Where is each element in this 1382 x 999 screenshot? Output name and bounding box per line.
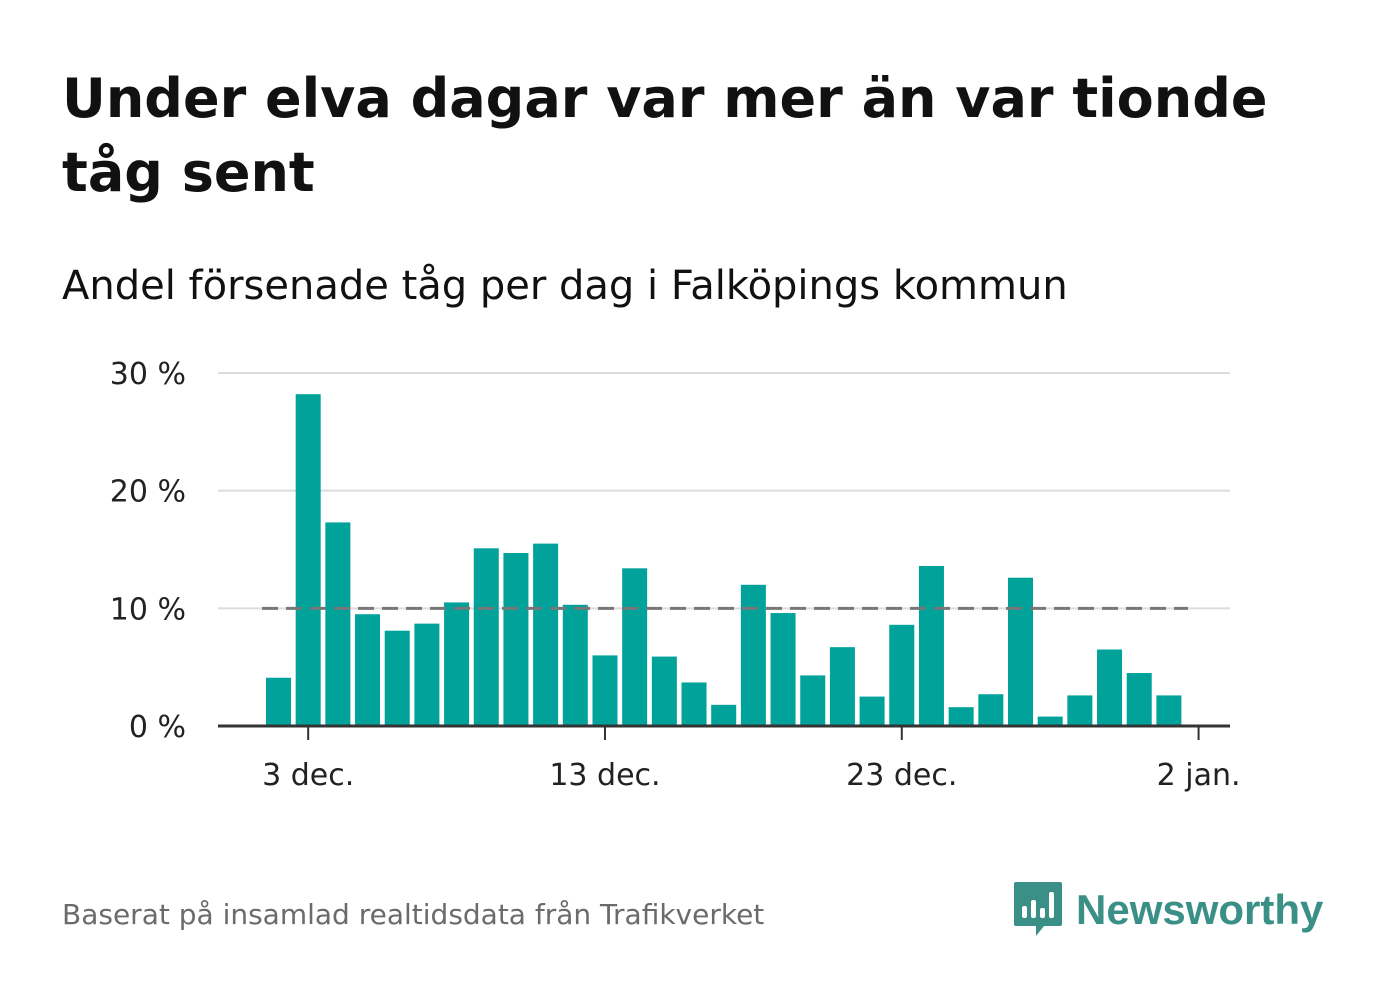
bar — [325, 522, 351, 726]
newsworthy-logo-icon — [1014, 882, 1062, 936]
x-tick-label: 3 dec. — [262, 758, 354, 793]
bar — [1067, 695, 1093, 726]
bar — [503, 553, 529, 726]
bar — [1156, 695, 1182, 726]
bar — [1097, 649, 1123, 726]
x-tick-label: 23 dec. — [846, 758, 957, 793]
bar — [711, 704, 737, 726]
bar — [651, 656, 677, 726]
bar — [1008, 577, 1033, 726]
bar — [622, 568, 648, 726]
bar — [1126, 673, 1152, 726]
newsworthy-logo-text: Newsworthy — [1076, 886, 1324, 933]
bar — [770, 613, 796, 726]
bar-chart: 0 % 10 % 20 % 30 % 3 dec. 13 dec. 23 dec. 2 jan… — [110, 357, 1241, 793]
chart-subtitle: Andel försenade tåg per dag i Falköpings… — [62, 263, 1068, 309]
bar — [355, 614, 381, 726]
source-note: Baserat på insamlad realtidsdata från Tr… — [62, 898, 765, 931]
bar — [384, 630, 410, 726]
bar — [414, 623, 440, 726]
y-tick-label: 10 % — [110, 592, 186, 627]
bar — [473, 548, 499, 726]
newsworthy-logo: Newsworthy — [1012, 880, 1323, 940]
bar — [800, 675, 826, 726]
bar — [918, 565, 944, 726]
x-tick-label: 13 dec. — [549, 758, 660, 793]
bar — [1037, 716, 1063, 726]
bar — [740, 584, 766, 726]
bar — [266, 677, 291, 726]
y-tick-label: 20 % — [110, 475, 186, 510]
x-tick-label: 2 jan. — [1157, 758, 1241, 793]
bar — [829, 647, 855, 726]
y-tick-label: 30 % — [110, 357, 186, 392]
y-tick-label: 0 % — [129, 710, 186, 745]
bar — [859, 696, 885, 726]
bar — [948, 707, 974, 726]
bar — [533, 543, 559, 726]
bar — [295, 394, 321, 726]
bar — [978, 694, 1004, 726]
bar — [889, 624, 915, 726]
bar — [592, 655, 618, 726]
chart-title: Under elva dagar var mer än var tionde t… — [62, 67, 1268, 204]
bar — [562, 604, 588, 726]
bar — [444, 602, 470, 726]
bar — [681, 682, 707, 726]
